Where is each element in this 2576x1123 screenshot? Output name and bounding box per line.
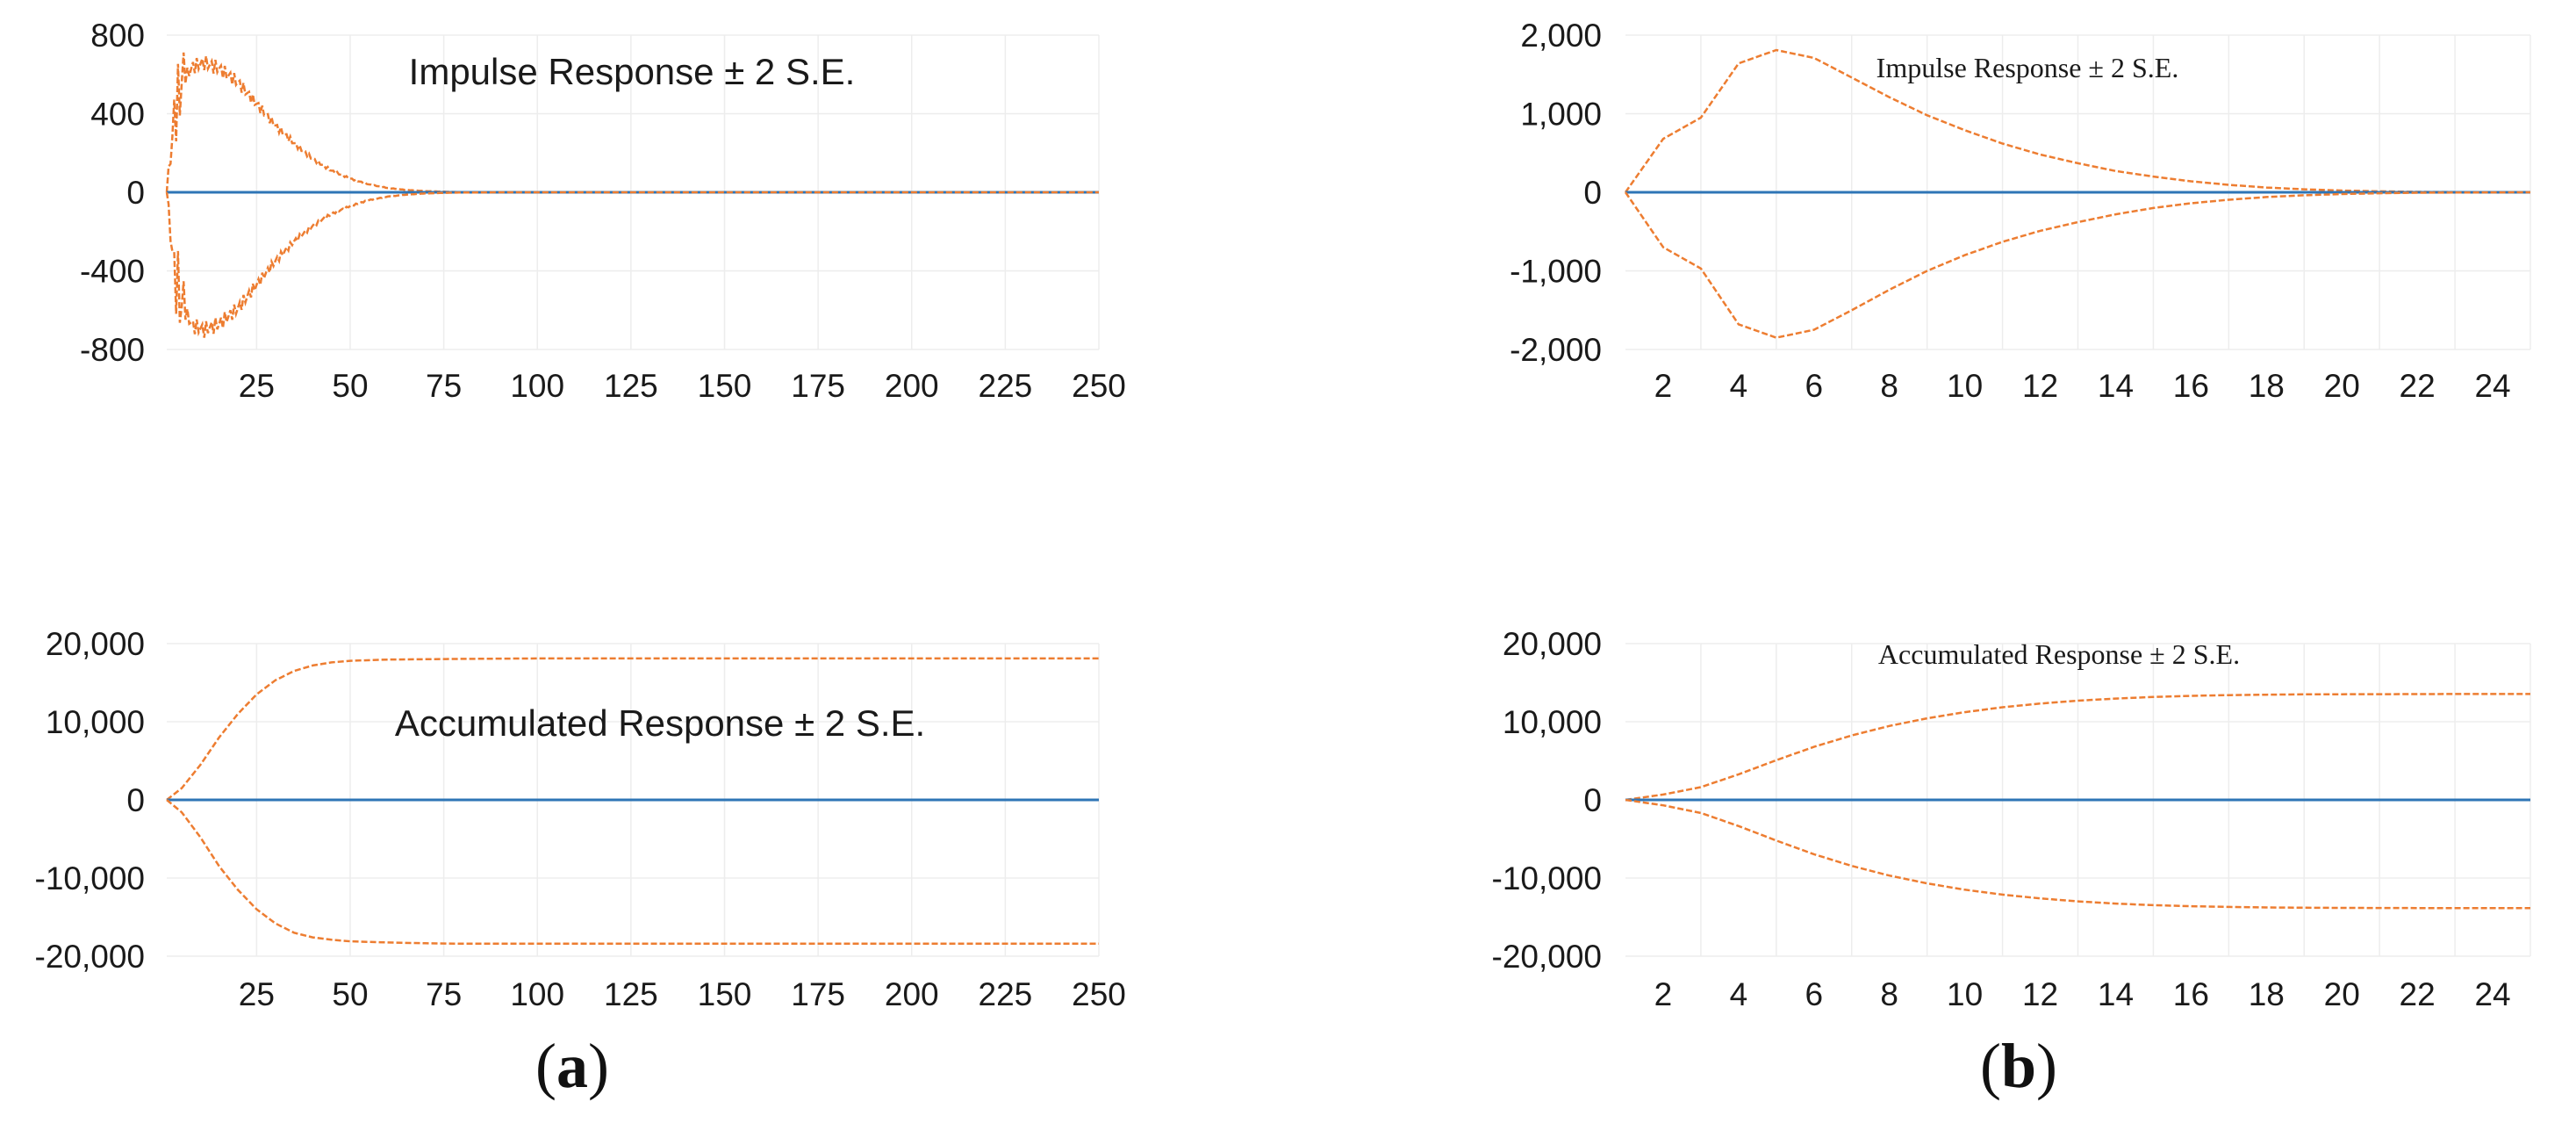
a-top-x-tick-label-9: 250 bbox=[1072, 368, 1126, 404]
b-top-y-tick-label-2: 0 bbox=[1583, 175, 1602, 211]
a-top-x-tick-label-6: 175 bbox=[791, 368, 845, 404]
b-bottom-x-tick-label-5: 12 bbox=[2022, 976, 2058, 1012]
b-top-x-tick-label-5: 12 bbox=[2022, 368, 2058, 404]
b-bottom-x-tick-label-3: 8 bbox=[1880, 976, 1898, 1012]
panel-label-b-close: ) bbox=[2036, 1031, 2057, 1101]
a-top-x-tick-label-0: 25 bbox=[239, 368, 275, 404]
a-bottom-x-tick-label-7: 200 bbox=[885, 976, 939, 1012]
a-bottom-series-lower bbox=[166, 799, 1099, 946]
panel-label-a: (a) bbox=[535, 1031, 609, 1101]
a-top-series-lower bbox=[165, 191, 1099, 338]
a-top-y-tick-label-0: 800 bbox=[90, 18, 145, 54]
chart-panel-a-bottom: 20,000 10,000 0 -10,000 -20,000 25 50 75 100 125 1… bbox=[35, 626, 1126, 1012]
a-bottom-series-upper bbox=[166, 657, 1099, 801]
b-bottom-y-tick-label-1: 10,000 bbox=[1503, 704, 1602, 740]
b-bottom-series-lower bbox=[1625, 798, 2531, 910]
b-top-y-tick-label-4: -2,000 bbox=[1510, 332, 1602, 368]
b-top-y-tick-label-0: 2,000 bbox=[1520, 18, 1602, 54]
panel-label-b: (b) bbox=[1980, 1031, 2057, 1101]
b-top-x-tick-label-9: 20 bbox=[2324, 368, 2360, 404]
a-top-x-tick-label-4: 125 bbox=[604, 368, 658, 404]
a-bottom-x-tick-label-6: 175 bbox=[791, 976, 845, 1012]
b-top-series-lower bbox=[1624, 191, 2531, 339]
a-bottom-y-tick-label-1: 10,000 bbox=[46, 704, 145, 740]
b-top-x-tick-label-0: 2 bbox=[1654, 368, 1673, 404]
b-bottom-y-tick-label-0: 20,000 bbox=[1503, 626, 1602, 662]
b-top-chart-title: Impulse Response ± 2 S.E. bbox=[1876, 52, 2179, 83]
a-top-x-tick-label-1: 50 bbox=[332, 368, 368, 404]
b-bottom-x-tick-label-6: 14 bbox=[2098, 976, 2134, 1012]
a-top-y-tick-label-1: 400 bbox=[90, 97, 145, 133]
panel-label-b-open: ( bbox=[1980, 1031, 2001, 1101]
a-top-x-tick-label-5: 150 bbox=[698, 368, 752, 404]
a-top-chart-title: Impulse Response ± 2 S.E. bbox=[409, 51, 856, 92]
a-bottom-x-tick-label-2: 75 bbox=[426, 976, 462, 1012]
a-top-y-tick-label-4: -800 bbox=[80, 332, 145, 368]
a-top-y-tick-label-3: -400 bbox=[80, 254, 145, 290]
panel-label-a-close: ) bbox=[588, 1031, 609, 1101]
b-bottom-series-upper bbox=[1625, 693, 2530, 802]
b-bottom-x-tick-label-2: 6 bbox=[1805, 976, 1824, 1012]
b-bottom-x-tick-label-4: 10 bbox=[1947, 976, 1983, 1012]
a-bottom-y-tick-label-3: -10,000 bbox=[35, 860, 146, 896]
a-bottom-y-tick-label-2: 0 bbox=[126, 782, 145, 818]
a-bottom-x-tick-label-5: 150 bbox=[698, 976, 752, 1012]
b-top-y-tick-label-1: 1,000 bbox=[1520, 97, 1602, 133]
a-top-x-tick-label-7: 200 bbox=[885, 368, 939, 404]
a-bottom-x-tick-label-8: 225 bbox=[979, 976, 1033, 1012]
b-top-y-tick-label-3: -1,000 bbox=[1510, 254, 1602, 290]
b-bottom-y-tick-label-2: 0 bbox=[1583, 782, 1602, 818]
b-top-x-tick-label-1: 4 bbox=[1730, 368, 1748, 404]
b-bottom-y-tick-label-4: -20,000 bbox=[1492, 939, 1603, 975]
panel-label-b-letter: b bbox=[2001, 1031, 2036, 1101]
panel-label-a-open: ( bbox=[535, 1031, 556, 1101]
a-top-y-tick-label-2: 0 bbox=[126, 175, 145, 211]
b-bottom-x-tick-label-1: 4 bbox=[1730, 976, 1748, 1012]
a-bottom-y-tick-label-0: 20,000 bbox=[46, 626, 145, 662]
a-bottom-x-tick-label-1: 50 bbox=[332, 976, 368, 1012]
b-top-series-upper bbox=[1624, 48, 2531, 194]
b-bottom-x-tick-label-7: 16 bbox=[2173, 976, 2209, 1012]
b-top-x-tick-label-10: 22 bbox=[2400, 368, 2436, 404]
b-top-x-tick-label-8: 18 bbox=[2249, 368, 2285, 404]
b-top-x-tick-label-2: 6 bbox=[1805, 368, 1824, 404]
b-bottom-y-tick-label-3: -10,000 bbox=[1492, 860, 1603, 896]
b-top-x-tick-label-7: 16 bbox=[2173, 368, 2209, 404]
a-bottom-x-tick-label-4: 125 bbox=[604, 976, 658, 1012]
chart-panel-a-top: 800 400 0 -400 -800 25 50 75 100 125 150 175 200 225 2… bbox=[80, 18, 1126, 404]
a-top-x-tick-label-3: 100 bbox=[510, 368, 564, 404]
a-bottom-chart-title: Accumulated Response ± 2 S.E. bbox=[395, 702, 925, 744]
b-top-x-tick-label-11: 24 bbox=[2474, 368, 2510, 404]
b-bottom-x-tick-label-8: 18 bbox=[2249, 976, 2285, 1012]
b-bottom-x-tick-label-0: 2 bbox=[1654, 976, 1673, 1012]
a-top-x-tick-label-8: 225 bbox=[979, 368, 1033, 404]
a-bottom-x-tick-label-0: 25 bbox=[239, 976, 275, 1012]
b-bottom-x-tick-label-9: 20 bbox=[2324, 976, 2360, 1012]
a-bottom-x-tick-label-3: 100 bbox=[510, 976, 564, 1012]
b-bottom-x-tick-label-11: 24 bbox=[2474, 976, 2510, 1012]
a-bottom-x-tick-label-9: 250 bbox=[1072, 976, 1126, 1012]
b-bottom-x-tick-label-10: 22 bbox=[2400, 976, 2436, 1012]
b-bottom-chart-title: Accumulated Response ± 2 S.E. bbox=[1878, 638, 2240, 670]
a-top-x-tick-label-2: 75 bbox=[426, 368, 462, 404]
panel-label-a-letter: a bbox=[556, 1031, 588, 1101]
a-bottom-y-tick-label-4: -20,000 bbox=[35, 939, 146, 975]
b-top-x-tick-label-4: 10 bbox=[1947, 368, 1983, 404]
b-top-x-tick-label-6: 14 bbox=[2098, 368, 2134, 404]
b-top-x-tick-label-3: 8 bbox=[1880, 368, 1898, 404]
